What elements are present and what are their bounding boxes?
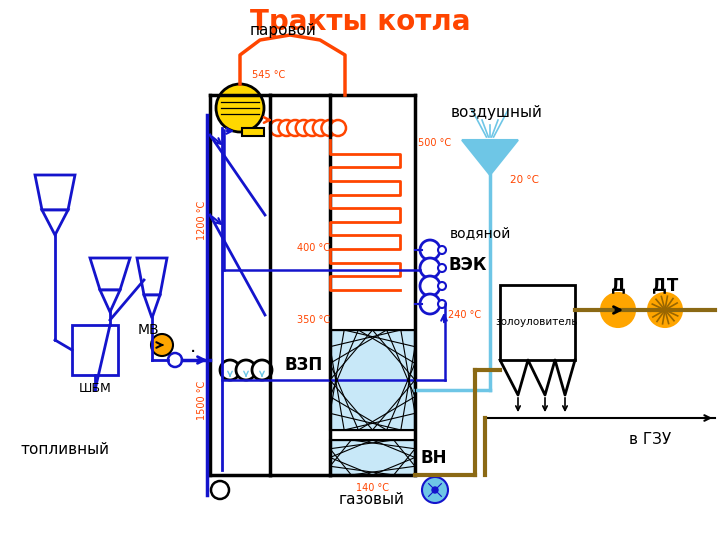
Text: .: . xyxy=(190,336,196,355)
Text: Тракты котла: Тракты котла xyxy=(250,8,470,36)
Circle shape xyxy=(211,481,229,499)
Circle shape xyxy=(321,120,338,136)
Polygon shape xyxy=(100,290,120,312)
Circle shape xyxy=(168,353,182,367)
Text: ВЗП: ВЗП xyxy=(284,356,323,374)
Circle shape xyxy=(151,334,173,356)
Text: паровой: паровой xyxy=(250,23,316,37)
Circle shape xyxy=(313,120,329,136)
Circle shape xyxy=(432,487,438,493)
Text: Д: Д xyxy=(611,276,626,294)
Polygon shape xyxy=(144,295,160,318)
Text: топливный: топливный xyxy=(20,442,109,457)
Circle shape xyxy=(438,282,446,290)
Circle shape xyxy=(287,120,303,136)
Circle shape xyxy=(420,240,440,260)
Text: 20 °C: 20 °C xyxy=(510,175,539,185)
Circle shape xyxy=(305,120,320,136)
Bar xyxy=(500,285,575,360)
Polygon shape xyxy=(90,258,130,290)
Text: ВЭК: ВЭК xyxy=(448,256,487,274)
Text: водяной: водяной xyxy=(450,226,511,240)
Polygon shape xyxy=(137,258,167,295)
Circle shape xyxy=(216,84,264,132)
Circle shape xyxy=(438,300,446,308)
Text: 350 °C: 350 °C xyxy=(297,315,330,325)
Circle shape xyxy=(330,120,346,136)
Circle shape xyxy=(438,264,446,272)
Text: ДТ: ДТ xyxy=(652,276,678,294)
Text: 1200 °C: 1200 °C xyxy=(197,200,207,240)
Circle shape xyxy=(279,120,294,136)
Circle shape xyxy=(296,120,312,136)
Text: 545 °C: 545 °C xyxy=(252,70,285,80)
Circle shape xyxy=(438,246,446,254)
Text: воздушный: воздушный xyxy=(451,105,543,119)
Text: золоуловитель: золоуловитель xyxy=(496,317,578,327)
Circle shape xyxy=(236,360,256,380)
Bar xyxy=(242,128,264,136)
Text: в ГЗУ: в ГЗУ xyxy=(629,432,671,447)
Bar xyxy=(330,440,415,475)
Polygon shape xyxy=(35,175,75,210)
Text: ВН: ВН xyxy=(420,449,446,467)
Circle shape xyxy=(252,360,272,380)
Text: 240 °C: 240 °C xyxy=(448,310,481,320)
Text: 500 °C: 500 °C xyxy=(418,138,451,148)
Text: 400 °C: 400 °C xyxy=(297,243,330,253)
Circle shape xyxy=(270,120,286,136)
Circle shape xyxy=(420,276,440,296)
Polygon shape xyxy=(462,140,518,175)
Circle shape xyxy=(220,360,240,380)
Text: ШБМ: ШБМ xyxy=(78,382,112,395)
Text: 1500 °C: 1500 °C xyxy=(197,380,207,420)
Text: газовый: газовый xyxy=(339,492,405,508)
Polygon shape xyxy=(42,210,68,235)
Circle shape xyxy=(420,258,440,278)
Text: 140 °C: 140 °C xyxy=(356,483,389,493)
Circle shape xyxy=(601,293,635,327)
Bar xyxy=(72,325,118,375)
Text: МВ: МВ xyxy=(138,323,159,337)
Circle shape xyxy=(420,294,440,314)
Circle shape xyxy=(648,293,682,327)
Circle shape xyxy=(422,477,448,503)
Bar xyxy=(330,330,415,430)
